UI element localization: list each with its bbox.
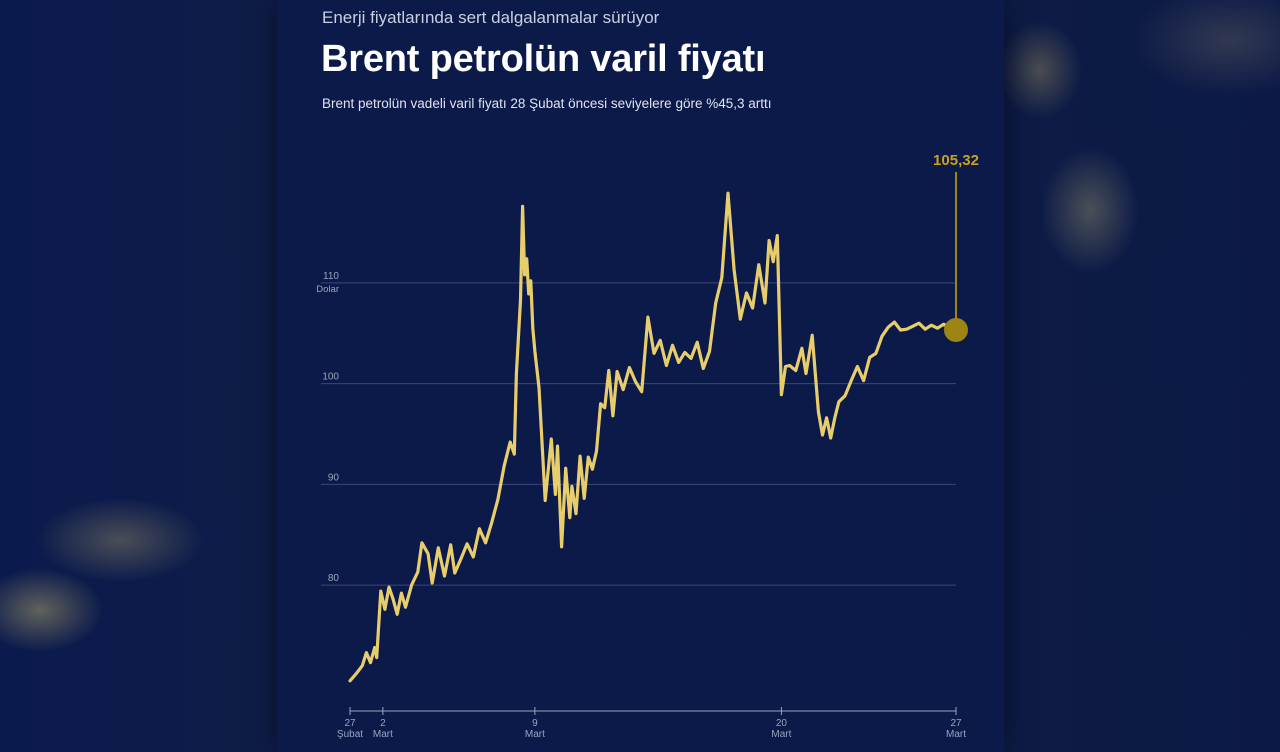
x-tick-label-month-1: Mart <box>373 729 393 740</box>
x-tick-label-day-1: 2 <box>380 718 386 729</box>
kicker-text: Enerji fiyatlarında sert dalgalanmalar s… <box>322 8 660 27</box>
x-tick-label-day-0: 27 <box>344 718 356 729</box>
chart-subtitle: Brent petrolün vadeli varil fiyatı 28 Şu… <box>322 96 772 111</box>
x-tick-label-month-2: Mart <box>525 729 545 740</box>
x-tick-label-day-4: 27 <box>950 718 962 729</box>
price-line <box>348 191 958 683</box>
infographic-card: Enerji fiyatlarında sert dalgalanmalar s… <box>277 0 1004 752</box>
x-tick-label-month-0: Şubat <box>337 729 363 740</box>
x-tick-label-day-3: 20 <box>776 718 788 729</box>
x-tick-label-day-2: 9 <box>532 718 538 729</box>
line-chart: 8090100110Dolar27Şubat2Mart9Mart20Mart27… <box>316 152 979 740</box>
y-tick-label-100: 100 <box>322 372 339 383</box>
end-point-marker <box>944 318 968 343</box>
end-value-label: 105,32 <box>933 152 979 169</box>
chart-title: Brent petrolün varil fiyatı <box>321 38 766 80</box>
y-axis-unit-label: Dolar <box>316 284 339 295</box>
x-tick-label-month-3: Mart <box>771 729 791 740</box>
y-tick-label-80: 80 <box>328 573 340 584</box>
y-tick-label-90: 90 <box>328 472 340 483</box>
y-tick-label-110: 110 <box>323 271 339 282</box>
x-tick-label-month-4: Mart <box>946 729 966 740</box>
